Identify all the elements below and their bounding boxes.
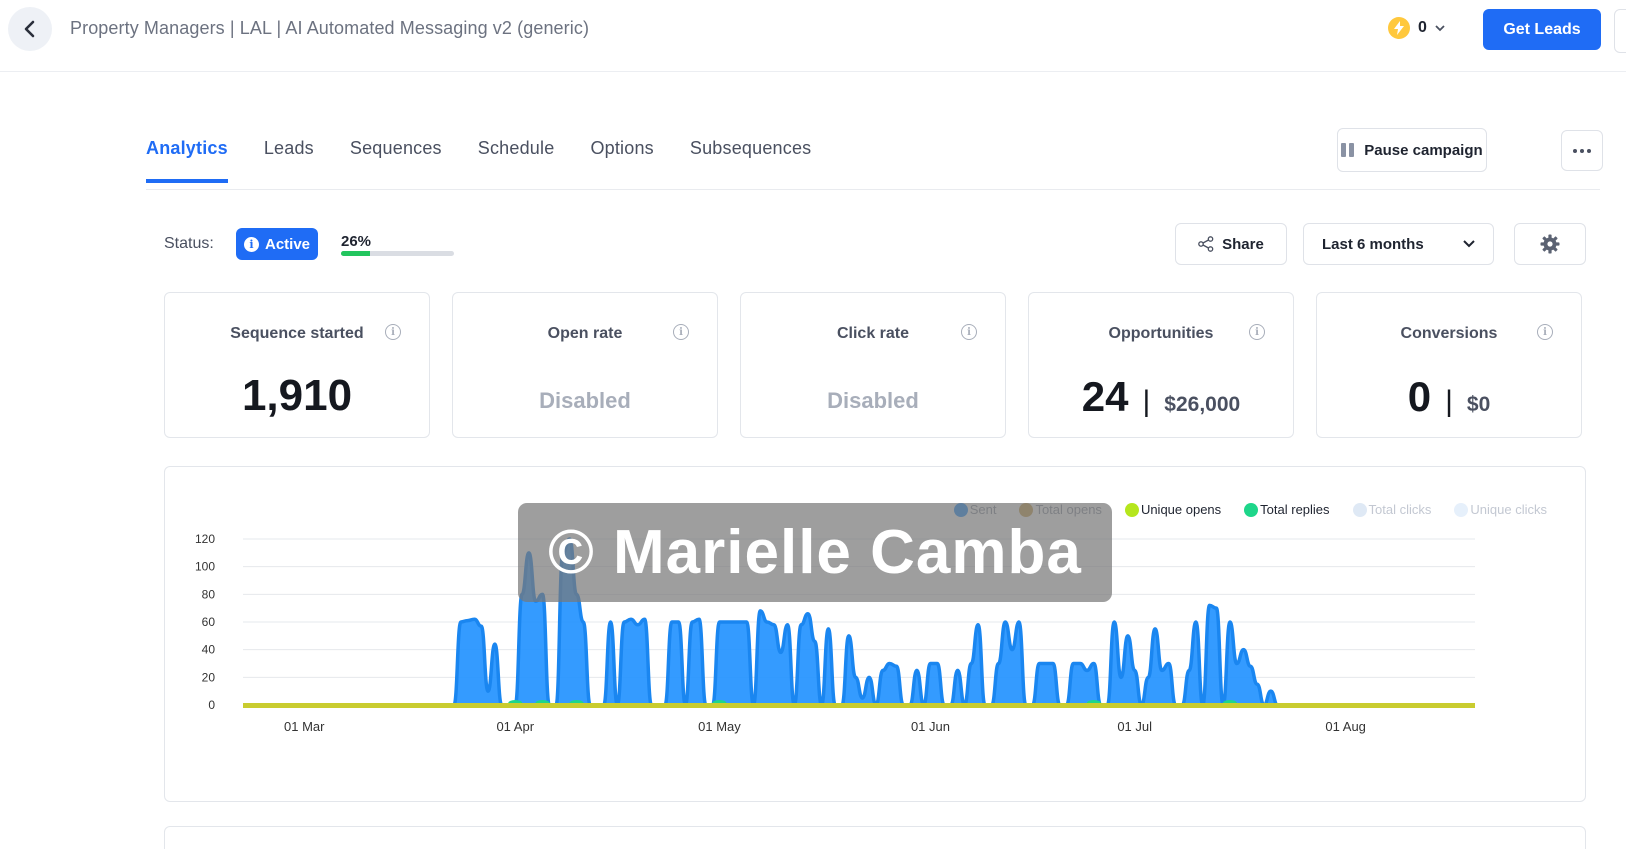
metric-card-click-rate: Click rate i Disabled bbox=[740, 292, 1006, 438]
get-leads-button[interactable]: Get Leads bbox=[1483, 9, 1601, 50]
progress-bar bbox=[341, 251, 454, 256]
tab-leads[interactable]: Leads bbox=[263, 138, 314, 158]
y-tick-label: 120 bbox=[195, 532, 215, 546]
metric-value: 24 | $26,000 bbox=[1029, 373, 1293, 421]
date-range-select[interactable]: Last 6 months bbox=[1303, 223, 1494, 265]
tab-sequences[interactable]: Sequences bbox=[349, 138, 442, 158]
progress-fill bbox=[341, 251, 371, 256]
lightning-icon bbox=[1388, 17, 1410, 39]
credits-count: 0 bbox=[1418, 19, 1427, 36]
top-bar: Property Managers | LAL | AI Automated M… bbox=[0, 0, 1626, 72]
x-tick-label: 01 Jul bbox=[1117, 719, 1152, 734]
x-tick-label: 01 Jun bbox=[911, 719, 950, 734]
watermark: © Marielle Camba bbox=[518, 503, 1112, 602]
status-label: Status: bbox=[164, 235, 214, 252]
info-icon[interactable]: i bbox=[1537, 324, 1553, 340]
legend-item[interactable]: Unique clicks bbox=[1454, 502, 1547, 517]
chevron-down-icon bbox=[1435, 24, 1445, 31]
y-tick-label: 60 bbox=[202, 615, 216, 629]
share-button[interactable]: Share bbox=[1175, 223, 1287, 265]
bottom-panel bbox=[164, 826, 1586, 849]
pause-icon bbox=[1341, 143, 1355, 157]
chevron-down-icon bbox=[1463, 240, 1475, 248]
gear-icon bbox=[1540, 234, 1560, 254]
metric-card-conversions: Conversions i 0 | $0 bbox=[1316, 292, 1582, 438]
x-tick-label: 01 Aug bbox=[1325, 719, 1366, 734]
legend-item[interactable]: Unique opens bbox=[1124, 502, 1222, 517]
y-tick-label: 20 bbox=[202, 670, 216, 684]
series-baseline bbox=[243, 703, 1475, 708]
opportunities-count: 24 bbox=[1081, 373, 1129, 420]
info-icon[interactable]: i bbox=[961, 324, 977, 340]
pause-campaign-label: Pause campaign bbox=[1364, 141, 1483, 159]
settings-button[interactable] bbox=[1514, 223, 1586, 265]
metric-title: Click rate bbox=[836, 325, 910, 342]
x-tick-label: 01 Apr bbox=[496, 719, 534, 734]
campaign-breadcrumb: Property Managers | LAL | AI Automated M… bbox=[70, 18, 590, 38]
status-badge[interactable]: i Active bbox=[236, 228, 318, 260]
status-value: Active bbox=[264, 235, 311, 253]
y-tick-label: 0 bbox=[208, 698, 215, 712]
tabs-divider bbox=[146, 189, 1600, 190]
back-button[interactable] bbox=[8, 7, 52, 51]
legend-swatch bbox=[1244, 502, 1259, 517]
tab-schedule[interactable]: Schedule bbox=[477, 138, 555, 158]
legend-swatch bbox=[1352, 502, 1367, 517]
legend-item[interactable]: Total clicks bbox=[1352, 502, 1432, 517]
analytics-chart: 0 20 40 60 80 100 120 01 Mar 01 Apr 01 May 01 Jun 0… bbox=[195, 532, 1475, 734]
metric-value: Disabled bbox=[539, 388, 631, 413]
pause-campaign-button[interactable]: Pause campaign bbox=[1337, 128, 1487, 172]
legend-label: Total clicks bbox=[1368, 502, 1432, 517]
progress-percent: 26% bbox=[341, 233, 372, 250]
chevron-left-icon bbox=[24, 20, 35, 38]
info-icon: i bbox=[243, 236, 259, 252]
legend-label: Unique opens bbox=[1140, 502, 1222, 517]
share-label: Share bbox=[1222, 235, 1264, 253]
x-tick-label: 01 May bbox=[698, 719, 741, 734]
y-tick-label: 100 bbox=[195, 560, 215, 574]
info-icon[interactable]: i bbox=[1249, 324, 1265, 340]
campaign-tabs: Analytics Leads Sequences Schedule Optio… bbox=[146, 118, 847, 183]
legend-label: Unique clicks bbox=[1470, 502, 1547, 517]
credits-dropdown[interactable]: 0 bbox=[1388, 17, 1445, 39]
dot bbox=[1573, 148, 1577, 153]
divider: | bbox=[1142, 385, 1151, 418]
legend-swatch bbox=[1454, 502, 1469, 517]
metric-value: 1,910 bbox=[241, 371, 353, 420]
dot bbox=[1587, 148, 1591, 153]
metric-card-open-rate: Open rate i Disabled bbox=[452, 292, 718, 438]
metric-title: Opportunities bbox=[1108, 325, 1214, 342]
conversions-count: 0 bbox=[1407, 373, 1432, 420]
tab-analytics[interactable]: Analytics bbox=[146, 118, 228, 183]
divider: | bbox=[1445, 385, 1453, 418]
info-icon[interactable]: i bbox=[673, 324, 689, 340]
share-icon bbox=[1198, 236, 1214, 252]
x-tick-label: 01 Mar bbox=[284, 719, 325, 734]
tab-options[interactable]: Options bbox=[590, 138, 654, 158]
opportunities-amount: $26,000 bbox=[1164, 393, 1241, 416]
tab-subsequences[interactable]: Subsequences bbox=[689, 138, 812, 158]
metric-value: 0 | $0 bbox=[1317, 373, 1581, 421]
legend-item[interactable]: Total replies bbox=[1244, 502, 1330, 517]
legend-swatch bbox=[1124, 502, 1139, 517]
metric-title: Sequence started bbox=[230, 325, 364, 342]
metric-value: Disabled bbox=[827, 388, 919, 413]
account-button[interactable] bbox=[1614, 9, 1626, 53]
dot bbox=[1580, 148, 1584, 153]
y-tick-label: 80 bbox=[202, 587, 216, 601]
metric-title: Conversions bbox=[1400, 325, 1498, 342]
y-tick-label: 40 bbox=[202, 643, 216, 657]
more-options-button[interactable] bbox=[1561, 130, 1603, 171]
date-range-value: Last 6 months bbox=[1322, 235, 1424, 253]
metric-title: Open rate bbox=[547, 325, 623, 342]
metric-card-sequence-started: Sequence started i 1,910 bbox=[164, 292, 430, 438]
metric-card-opportunities: Opportunities i 24 | $26,000 bbox=[1028, 292, 1294, 438]
legend-label: Total replies bbox=[1260, 502, 1330, 517]
series-area-sent bbox=[454, 539, 1278, 705]
conversions-amount: $0 bbox=[1466, 393, 1491, 416]
info-icon[interactable]: i bbox=[385, 324, 401, 340]
